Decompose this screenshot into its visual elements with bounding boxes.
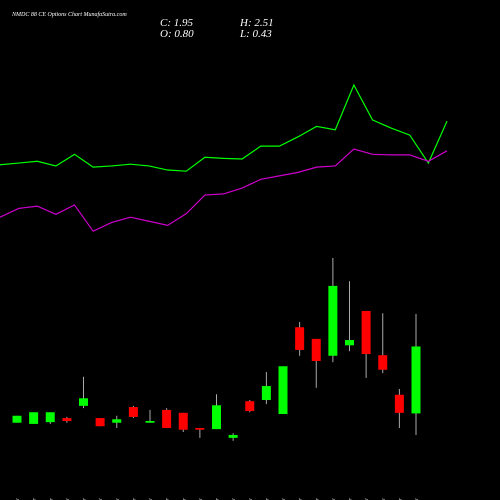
candle-body [29, 412, 39, 424]
candle-body [212, 405, 221, 430]
x-tick-label: 23 Apr [398, 498, 403, 500]
x-tick-label: 16 Mar [16, 498, 21, 500]
x-tick-label: 30 Mar [166, 498, 171, 500]
x-tick-label: 09 Apr [265, 498, 270, 500]
candle-body [394, 394, 404, 413]
candle-body [195, 427, 205, 430]
x-tick-label: 23 Mar [99, 498, 104, 500]
candle-body [245, 401, 255, 412]
x-tick-label: 21 Apr [365, 498, 370, 500]
indicator-line [0, 83, 448, 172]
candle-body [95, 418, 105, 427]
x-tick-label: 08 Apr [249, 498, 254, 500]
candle-body [295, 327, 305, 350]
x-tick-label: 13 Apr [282, 498, 287, 500]
candle-body [328, 285, 338, 356]
candle-body [261, 386, 271, 401]
candle-body [128, 407, 138, 417]
x-tick-label: 17 Apr [332, 498, 337, 500]
high-label: H: 2.51 [239, 17, 274, 29]
x-tick-label: 15 Apr [299, 498, 304, 500]
x-tick-label: 03 Apr [199, 498, 204, 500]
x-tick-label: 24 Mar [116, 498, 121, 500]
candle-body [62, 418, 72, 421]
x-tick-label: 27 Mar [149, 498, 154, 500]
x-tick-label: 19 Mar [66, 498, 71, 500]
x-tick-label: 07 Apr [232, 498, 237, 500]
x-tick-label: 22 Apr [382, 498, 387, 500]
candle-body [378, 355, 388, 370]
candle-body [162, 409, 172, 428]
low-label: L: 0.43 [239, 28, 272, 40]
open-label: O: 0.80 [160, 28, 194, 40]
candle-body [145, 420, 155, 423]
candle-body [411, 346, 421, 414]
candle-body [361, 310, 371, 355]
x-tick-label: 24 Apr [415, 498, 420, 500]
candle-body [112, 419, 122, 423]
x-tick-label: 18 Mar [49, 498, 54, 500]
candle-body [178, 412, 188, 430]
x-tick-label: 17 Mar [33, 498, 38, 500]
x-tick-label: 06 Apr [216, 498, 221, 500]
x-tick-label: 20 Mar [83, 498, 88, 500]
x-tick-label: 20 Apr [349, 498, 354, 500]
candle-body [228, 434, 238, 438]
x-tick-label: 01 Apr [182, 498, 187, 500]
chart-title: NMDC 88 CE Options Chart MunafaSutra.com [11, 11, 127, 18]
indicator-line [0, 148, 448, 232]
candle-body [12, 415, 22, 423]
candle-body [278, 366, 288, 414]
x-tick-label: 25 Mar [132, 498, 137, 500]
x-tick-label: 16 Apr [315, 498, 320, 500]
close-label: C: 1.95 [160, 17, 194, 29]
candle-body [79, 398, 88, 406]
candle-body [345, 340, 354, 346]
candle-body [45, 412, 55, 423]
candle-body [311, 338, 321, 362]
